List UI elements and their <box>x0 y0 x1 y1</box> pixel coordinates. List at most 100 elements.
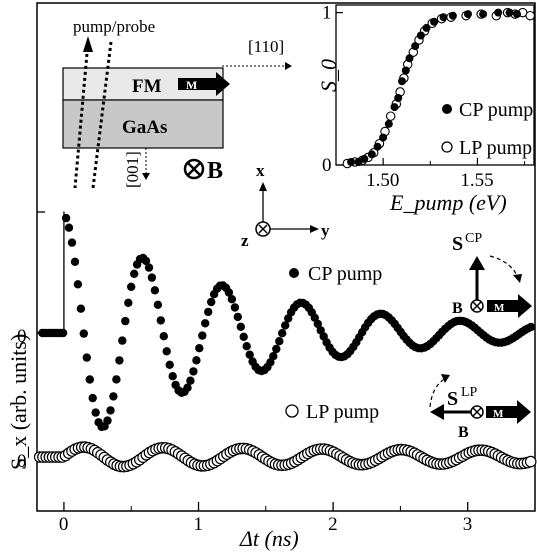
cp-data-point <box>91 408 100 417</box>
lp-pump-series <box>33 441 537 473</box>
cp-data-point <box>281 321 290 330</box>
cp-data-point <box>239 332 248 341</box>
inset-x-tick-label: 1.55 <box>460 170 493 191</box>
cp-data-point <box>159 332 168 341</box>
cp-data-point <box>207 297 216 307</box>
inset-cp-point <box>505 8 514 17</box>
cp-data-point <box>115 356 124 365</box>
lp-magnetization-arrow <box>486 400 531 424</box>
coord-y-arrowhead <box>310 225 319 233</box>
inset-legend-cp-marker <box>442 104 452 114</box>
cp-pump-series <box>38 213 536 432</box>
cp-data-point <box>118 336 127 345</box>
cp-data-point <box>198 331 207 340</box>
beam-label: pump/probe <box>73 17 155 36</box>
beam-right <box>91 41 113 189</box>
cp-vector-label: S <box>452 233 463 255</box>
main-x-tick-label: 0 <box>59 514 68 535</box>
cp-data-point <box>236 322 245 331</box>
inset-cp-point <box>347 158 356 166</box>
legend-lp-marker <box>285 404 299 418</box>
cp-precession-arc <box>489 255 519 279</box>
inset-axis-ticks <box>336 12 526 166</box>
inset-cp-point <box>448 11 457 20</box>
cp-data-point <box>272 344 281 354</box>
cp-data-point <box>313 319 322 329</box>
cp-data-point <box>269 352 278 361</box>
cp-data-point <box>162 347 171 356</box>
cp-data-point <box>127 282 136 291</box>
inset-cp-series <box>347 8 521 166</box>
fm-label: FM <box>132 76 162 97</box>
cp-data-point <box>156 316 165 325</box>
cp-data-point <box>201 319 210 328</box>
coord-z-label: z <box>241 231 249 250</box>
inset-lp-point <box>525 10 535 21</box>
cp-data-point <box>144 263 154 272</box>
cp-field-cross-b <box>472 301 482 311</box>
inset-cp-point <box>367 150 376 159</box>
inset-cp-point <box>398 77 406 86</box>
cp-data-point <box>76 304 86 313</box>
field-into-page-icon <box>183 158 205 180</box>
inset-cp-point <box>379 133 388 142</box>
lp-vector-label: S <box>447 388 458 410</box>
inset-cp-point <box>394 94 403 102</box>
cp-data-point <box>150 286 160 295</box>
cp-data-point <box>183 383 192 392</box>
lp-vector-superscript: LP <box>461 385 478 400</box>
cp-data-point <box>526 322 536 332</box>
cp-data-point <box>67 238 77 247</box>
lp-field-label: B <box>458 424 469 441</box>
cp-data-point <box>242 342 251 351</box>
legend-lp-label: LP pump <box>306 401 379 423</box>
main-y-tick-zero-upper: 0 <box>17 326 27 347</box>
cp-data-point <box>109 392 118 401</box>
legend-cp-marker <box>289 268 299 278</box>
cp-data-point <box>88 393 97 403</box>
main-x-tick-label: 2 <box>328 514 338 535</box>
cp-data-point <box>224 288 234 297</box>
cp-data-point <box>147 273 157 282</box>
lp-field-cross-b <box>472 407 482 417</box>
inset-x-axis-title: E_pump (eV) <box>389 190 507 215</box>
lp-precession-arrowhead <box>441 374 450 383</box>
inset-cp-point <box>422 23 431 32</box>
cp-data-point <box>85 375 95 384</box>
inset-cp-point <box>411 42 420 51</box>
cp-data-point <box>79 329 89 338</box>
cp-data-point <box>278 329 287 338</box>
main-x-tick-label: 1 <box>194 514 204 535</box>
cp-data-point <box>103 416 112 425</box>
magnetization-label: M <box>186 78 197 92</box>
inset-plot-frame <box>335 4 535 166</box>
cp-data-point <box>112 375 121 384</box>
gaas-label: GaAs <box>122 117 167 138</box>
geometry-diagram: pump/probe FM GaAs M [110] [001] B x y z <box>62 17 330 250</box>
inset-y-tick-labels: 01 <box>322 3 332 176</box>
cp-data-point <box>130 269 139 278</box>
coord-x-arrowhead <box>259 182 267 191</box>
cp-field-label: B <box>452 300 463 317</box>
inset-x-tick-labels: 1.50 1.55 <box>366 170 494 191</box>
cp-data-point <box>192 356 201 365</box>
inset-cp-point <box>390 103 399 112</box>
inset-legend-cp-label: CP pump <box>459 99 533 121</box>
legend-cp-label: CP pump <box>308 263 382 285</box>
dir-110-arrowhead <box>285 62 292 70</box>
cp-data-point <box>230 303 240 312</box>
cp-data-point <box>227 295 237 304</box>
inset-cp-point <box>479 10 488 19</box>
cp-data-point <box>165 360 174 369</box>
inset-cp-point <box>401 66 410 75</box>
cp-magnetization-label: M <box>494 302 505 314</box>
cp-precession-arrowhead <box>513 274 522 283</box>
cp-data-point <box>195 344 204 353</box>
lp-spin-arrowhead <box>430 404 444 420</box>
main-x-tick-label: 3 <box>463 514 473 535</box>
cp-pre-onset-line <box>37 211 65 334</box>
inset-legend-lp-label: LP pump <box>459 137 532 159</box>
cp-data-point <box>106 406 115 415</box>
cp-data-point <box>233 312 242 322</box>
